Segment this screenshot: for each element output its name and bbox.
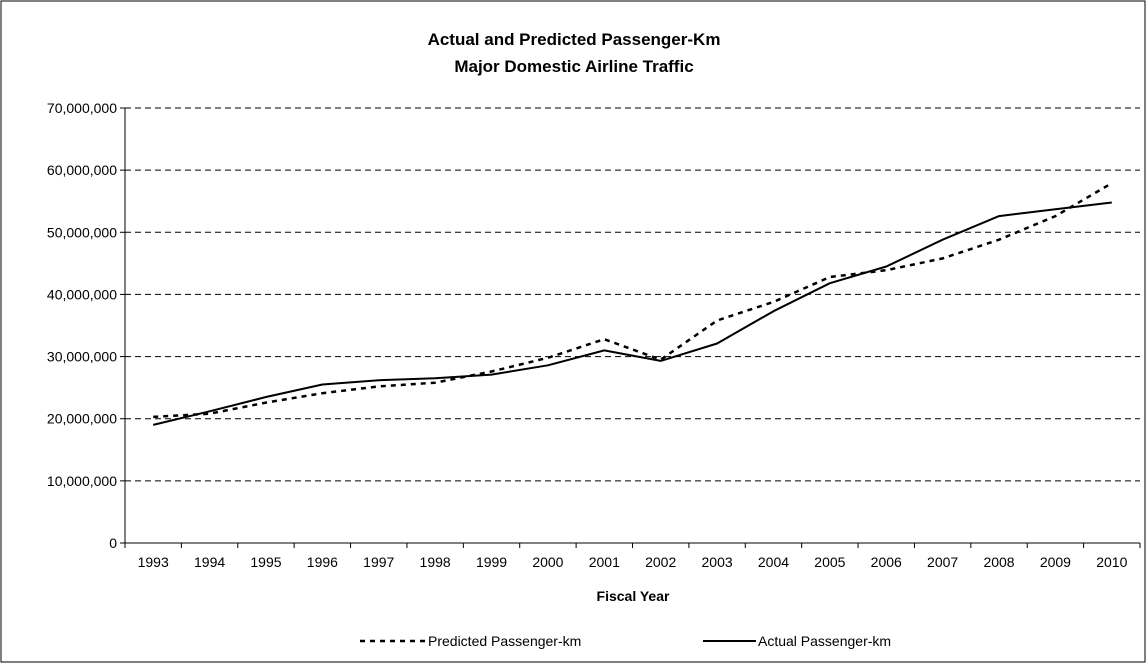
legend-label-1: Actual Passenger-km [758,633,891,649]
legend-label-0: Predicted Passenger-km [428,633,581,649]
legend: Predicted Passenger-km Actual Passenger-k… [360,633,891,649]
x-tick-label-1996: 1996 [307,554,338,570]
x-tick-label-1997: 1997 [363,554,394,570]
y-tick-label-7: 70,000,000 [47,100,117,116]
y-tick-label-1: 10,000,000 [47,473,117,489]
y-tick-label-4: 40,000,000 [47,286,117,302]
x-tick-label-2007: 2007 [927,554,958,570]
y-tick-label-5: 50,000,000 [47,224,117,240]
series-lines [152,182,1113,426]
x-tick-label-2000: 2000 [532,554,563,570]
x-tick-label-1993: 1993 [138,554,169,570]
x-tick-label-2008: 2008 [983,554,1014,570]
x-tick-label-2004: 2004 [758,554,789,570]
gridlines [125,107,1140,482]
x-tick-label-2005: 2005 [814,554,845,570]
x-axis-title: Fiscal Year [597,588,670,604]
series-line-actual-passenger-km [152,201,1112,426]
x-tick-label-2001: 2001 [589,554,620,570]
series-line-predicted-passenger-km [153,182,1113,419]
chart-subtitle: Major Domestic Airline Traffic [454,57,693,76]
chart-title: Actual and Predicted Passenger-Km [428,30,721,49]
x-tick-label-2003: 2003 [702,554,733,570]
y-tick-label-3: 30,000,000 [47,349,117,365]
y-axis-ticks: 0 10,000,000 20,000,000 30,000,000 40,000,00… [47,100,125,551]
x-tick-label-1994: 1994 [194,554,225,570]
y-tick-label-0: 0 [109,535,117,551]
y-tick-label-6: 60,000,000 [47,162,117,178]
x-tick-label-2009: 2009 [1040,554,1071,570]
x-tick-label-1998: 1998 [420,554,451,570]
x-tick-label-2010: 2010 [1096,554,1127,570]
x-tick-label-1995: 1995 [250,554,281,570]
x-tick-label-2006: 2006 [871,554,902,570]
x-axis-ticks: 1993 1994 1995 1996 1997 1998 1999 2000 2001 2002… [124,543,1141,570]
x-tick-label-2002: 2002 [645,554,676,570]
x-tick-label-1999: 1999 [476,554,507,570]
y-tick-label-2: 20,000,000 [47,411,117,427]
